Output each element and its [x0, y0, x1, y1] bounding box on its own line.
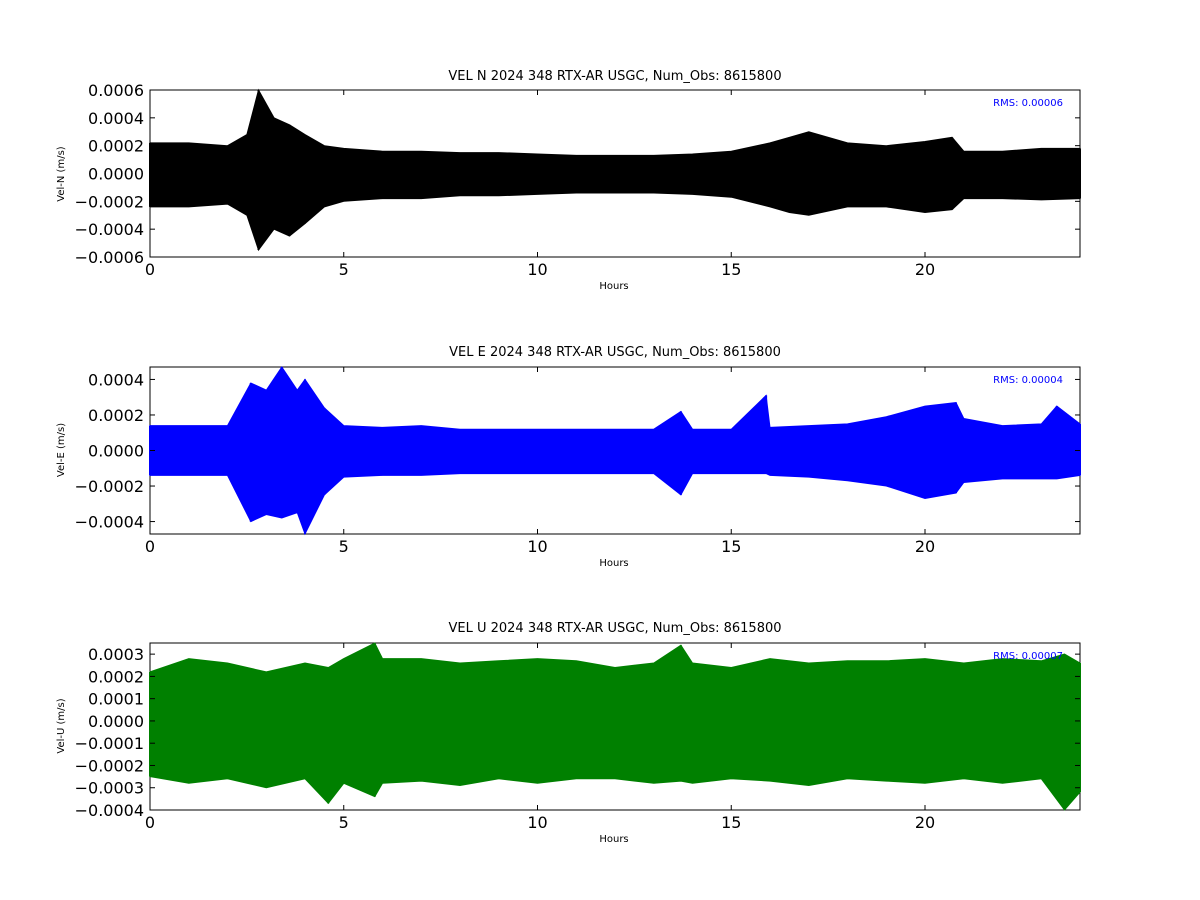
y-ticks: −0.0004 −0.0003 −0.0002 −0.0001 0.0000 0.0001… — [75, 645, 1080, 820]
x-tick-label: 0 — [145, 260, 155, 279]
y-tick-label: 0.0004 — [88, 370, 144, 389]
y-ticks: −0.0006 −0.0004 −0.0002 0.0000 0.0002 0.0004 0… — [75, 81, 1080, 267]
x-tick-label: 15 — [721, 537, 741, 556]
vel-e-panel: VEL E 2024 348 RTX-AR USGC, Num_Obs: 861… — [56, 345, 1081, 569]
vel-n-panel: VEL N 2024 348 RTX-AR USGC, Num_Obs: 861… — [56, 69, 1081, 292]
x-tick-label: 5 — [339, 260, 349, 279]
x-ticks: 0 5 10 15 20 — [145, 367, 935, 556]
vel-u-panel: VEL U 2024 348 RTX-AR USGC, Num_Obs: 861… — [56, 621, 1081, 845]
x-tick-label: 5 — [339, 813, 349, 832]
y-tick-label: −0.0001 — [75, 734, 144, 753]
y-tick-label: 0.0003 — [88, 645, 144, 664]
x-ticks: 0 5 10 15 20 — [145, 643, 935, 832]
x-tick-label: 10 — [527, 260, 547, 279]
y-axis-label: Vel-U (m/s) — [56, 698, 67, 753]
chart-title: VEL E 2024 348 RTX-AR USGC, Num_Obs: 861… — [449, 345, 781, 360]
y-tick-label: 0.0006 — [88, 81, 144, 100]
y-tick-label: −0.0002 — [75, 192, 144, 211]
x-tick-label: 10 — [527, 813, 547, 832]
y-tick-label: 0.0001 — [88, 690, 144, 709]
y-tick-label: −0.0004 — [75, 513, 144, 532]
chart-title: VEL N 2024 348 RTX-AR USGC, Num_Obs: 861… — [448, 69, 781, 84]
x-tick-label: 20 — [915, 813, 935, 832]
y-tick-label: 0.0000 — [88, 165, 144, 184]
y-tick-label: −0.0004 — [75, 220, 144, 239]
y-tick-label: 0.0000 — [88, 442, 144, 461]
y-axis-label: Vel-E (m/s) — [56, 423, 67, 477]
x-tick-label: 10 — [527, 537, 547, 556]
rms-annotation: RMS: 0.00004 — [993, 375, 1063, 386]
y-tick-label: −0.0006 — [75, 248, 144, 267]
x-axis-label: Hours — [599, 558, 628, 569]
y-axis-label: Vel-N (m/s) — [56, 146, 67, 201]
x-tick-label: 15 — [721, 813, 741, 832]
y-tick-label: 0.0000 — [88, 712, 144, 731]
data-marks — [149, 88, 1081, 252]
x-axis-label: Hours — [599, 834, 628, 845]
x-tick-label: 20 — [915, 537, 935, 556]
chart-title: VEL U 2024 348 RTX-AR USGC, Num_Obs: 861… — [448, 621, 781, 636]
y-tick-label: −0.0002 — [75, 477, 144, 496]
y-tick-label: −0.0002 — [75, 756, 144, 775]
y-tick-label: 0.0002 — [88, 667, 144, 686]
x-tick-label: 0 — [145, 813, 155, 832]
rms-annotation: RMS: 0.00006 — [993, 98, 1063, 109]
x-axis-label: Hours — [599, 281, 628, 292]
rms-annotation: RMS: 0.00007 — [993, 651, 1063, 662]
x-tick-label: 5 — [339, 537, 349, 556]
data-marks — [149, 642, 1081, 811]
x-ticks: 0 5 10 15 20 — [145, 90, 935, 279]
x-tick-label: 0 — [145, 537, 155, 556]
x-tick-label: 20 — [915, 260, 935, 279]
x-tick-label: 15 — [721, 260, 741, 279]
data-marks — [149, 366, 1081, 536]
y-tick-label: 0.0002 — [88, 137, 144, 156]
y-tick-label: 0.0002 — [88, 406, 144, 425]
y-tick-label: −0.0003 — [75, 779, 144, 798]
y-ticks: −0.0004 −0.0002 0.0000 0.0002 0.0004 — [75, 370, 1080, 532]
y-tick-label: 0.0004 — [88, 109, 144, 128]
y-tick-label: −0.0004 — [75, 801, 144, 820]
